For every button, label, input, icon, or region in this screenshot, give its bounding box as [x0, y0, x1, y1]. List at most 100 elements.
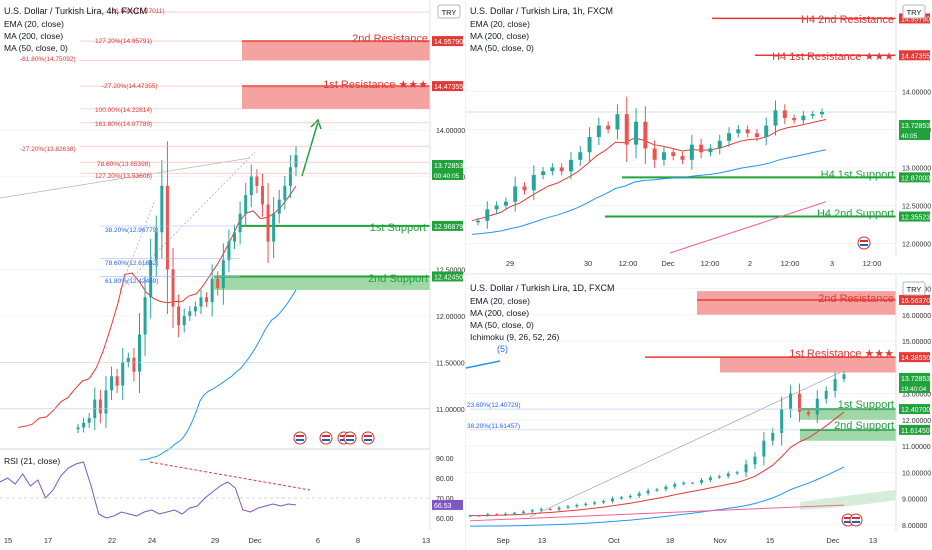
support-2-label: 2nd Support [368, 273, 428, 285]
flag-us-icon-stripe [852, 521, 860, 523]
flag-us-icon-stripe [322, 435, 330, 437]
price-candle [744, 464, 748, 473]
price-candle [188, 311, 192, 316]
price-candle [87, 418, 91, 423]
price-tick: 13.00000 [902, 392, 931, 399]
price-candle [792, 117, 797, 121]
price-tag: 16.56370 [901, 298, 930, 305]
x-tick: Sep [496, 536, 509, 545]
price-candle [513, 186, 518, 202]
price-tag: 11.61450 [901, 428, 930, 435]
price-candle [495, 514, 499, 516]
resistance-1-label: 1st Resistance ★★★ [323, 79, 428, 91]
price-tag-bg [432, 81, 463, 92]
price-candle [810, 114, 815, 116]
resistance-2-label: 2nd Resistance [818, 293, 894, 305]
currency-badge: TRY [442, 8, 457, 17]
price-candle [634, 121, 639, 145]
price-candle [205, 297, 209, 302]
flag-us-icon [361, 431, 375, 445]
price-candle [689, 144, 694, 160]
x-tick: 15 [766, 536, 774, 545]
price-tag: 12.96879 [434, 224, 463, 231]
x-tick: 12:00 [781, 259, 800, 268]
price-tick: 11.00000 [436, 407, 465, 414]
chart-1d-panel[interactable]: 23.60%(12.40729) 38.20%(11.61457) 2nd Res… [465, 275, 932, 550]
price-candle [210, 278, 214, 302]
x-tick: 17 [44, 536, 52, 545]
flag-us-icon-stripe [296, 435, 304, 437]
price-tag-bg [432, 220, 463, 231]
price-tag: 14.95790 [434, 39, 463, 46]
rsi-tick: 60.00 [436, 516, 454, 523]
price-tag: 14.38550 [901, 355, 930, 362]
price-candle [82, 422, 86, 428]
price-candle [700, 480, 704, 483]
price-tick: 16.00000 [902, 313, 931, 320]
indicator-ma200: MA (200, close) [470, 308, 529, 318]
ichimoku-cloud [800, 490, 896, 510]
x-tick: 12:00 [863, 259, 882, 268]
price-candle [806, 411, 810, 415]
fib-label: 38.20%(11.61457) [467, 423, 520, 430]
price-candle [606, 125, 611, 130]
indicator-ma50: MA (50, close, 0) [470, 43, 534, 53]
flag-us-icon-stripe [346, 435, 354, 437]
price-candle [575, 505, 579, 507]
price-candle [842, 374, 846, 380]
x-tick: Dec [661, 259, 675, 268]
flag-us-icon-stripe [852, 517, 860, 519]
price-candle [477, 515, 481, 517]
support-1-label: 1st Support [370, 222, 426, 234]
rsi-tick: 80.00 [436, 476, 454, 483]
price-candle [539, 509, 543, 511]
price-tag: 13.72853 [434, 163, 463, 170]
price-candle [699, 144, 704, 153]
x-tick: Oct [608, 536, 621, 545]
resistance-1-label: 1st Resistance ★★★ [789, 348, 894, 360]
chart-1h-panel[interactable]: H4 2nd Resistance H4 1st Resistance ★★★ H4… [466, 0, 932, 273]
x-tick: 2 [748, 259, 752, 268]
flag-us-icon-stripe [364, 435, 372, 437]
currency-badge: TRY [907, 8, 922, 17]
price-tick: 12.50000 [902, 204, 931, 211]
fib-label: -27.20%(13.82638) [20, 146, 76, 153]
price-candle [272, 213, 276, 242]
price-candle [764, 125, 769, 138]
x-tick: Nov [713, 536, 727, 545]
price-candle [277, 199, 281, 214]
price-candle [559, 167, 564, 172]
price-tick: 13.00000 [902, 165, 931, 172]
price-candle [288, 167, 292, 186]
indicator-ma50: MA (50, close, 0) [470, 320, 534, 330]
trend-line [0, 157, 251, 199]
price-candle [736, 129, 741, 134]
price-candle [754, 133, 759, 138]
x-tick: 13 [538, 536, 546, 545]
rsi-divergence-line [149, 461, 311, 491]
price-candle [566, 506, 570, 508]
price-tag-bg [899, 172, 930, 183]
chart-4h-panel[interactable]: 161.80%(15.27011) 127.20%(14.95791) -61.80… [0, 0, 465, 550]
flag-us-icon-stripe [844, 521, 852, 523]
support-1-label: H4 1st Support [821, 169, 894, 181]
price-tag-bg [432, 160, 463, 180]
price-candle [782, 110, 787, 118]
price-candle [531, 175, 536, 191]
resistance-zone-1 [242, 86, 430, 109]
price-candle [655, 489, 659, 491]
x-tick: 3 [830, 259, 834, 268]
price-tick: 11.00000 [902, 444, 931, 451]
price-candle [233, 232, 237, 242]
price-candle [266, 204, 270, 242]
price-tag-bg [899, 373, 930, 393]
price-candle [486, 514, 490, 516]
price-tag-bg [899, 120, 930, 140]
flag-us-icon-stripe [346, 439, 354, 441]
price-candle [726, 473, 730, 477]
price-tag-bg [899, 50, 930, 61]
price-candle [485, 209, 490, 221]
ema-line [470, 411, 845, 517]
flag-us-icon [319, 431, 333, 445]
fib-label: 38.20%(12.96779) [105, 227, 159, 234]
